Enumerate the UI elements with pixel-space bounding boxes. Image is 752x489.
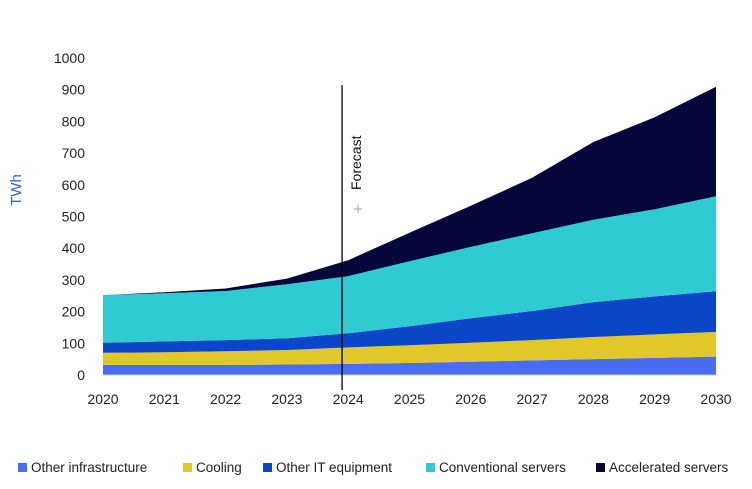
y-tick-label: 200	[62, 304, 86, 320]
x-tick-label: 2030	[700, 391, 731, 407]
x-tick-label: 2027	[517, 391, 548, 407]
legend-item-accelerated-servers: Accelerated servers	[596, 460, 729, 475]
legend-swatch	[596, 463, 605, 472]
x-tick-label: 2026	[455, 391, 486, 407]
legend-swatch	[18, 463, 27, 472]
y-tick-label: 100	[62, 335, 86, 351]
y-tick-label: 400	[62, 240, 86, 256]
legend-label: Other IT equipment	[276, 460, 392, 475]
x-tick-label: 2022	[210, 391, 241, 407]
area-accelerated-servers	[103, 86, 716, 296]
legend-label: Accelerated servers	[609, 460, 729, 475]
legend: Other infrastructure Cooling Other IT equi…	[18, 460, 729, 475]
y-tick-label: 700	[62, 145, 86, 161]
y-tick-label: 800	[62, 113, 86, 129]
areas-layer	[103, 86, 716, 375]
legend-item-other-infrastructure: Other infrastructure	[18, 460, 147, 475]
x-tick-label: 2023	[271, 391, 302, 407]
legend-item-cooling: Cooling	[183, 460, 242, 475]
y-tick-label: 600	[62, 177, 86, 193]
x-tick-label: 2021	[149, 391, 180, 407]
legend-swatch	[263, 463, 272, 472]
y-tick-label: 300	[62, 272, 86, 288]
annotation-layer: Forecast	[341, 85, 364, 390]
legend-label: Conventional servers	[439, 460, 566, 475]
x-tick-label: 2024	[333, 391, 364, 407]
plus-marker-icon	[354, 205, 363, 213]
area-cooling	[103, 331, 716, 365]
x-tick-label: 2025	[394, 391, 425, 407]
x-tick-label: 2028	[578, 391, 609, 407]
area-conventional-servers	[103, 196, 716, 343]
legend-label: Other infrastructure	[31, 460, 147, 475]
legend-swatch	[426, 463, 435, 472]
legend-swatch	[183, 463, 192, 472]
legend-label: Cooling	[196, 460, 242, 475]
x-tick-label: 2020	[87, 391, 118, 407]
axis-layer: 0 100 200 300 400 500 600 700 800 900 1000 2020 2021…	[8, 50, 732, 407]
y-tick-label: 1000	[54, 50, 85, 66]
y-tick-label: 0	[77, 367, 85, 383]
y-axis-label: TWh	[8, 174, 25, 206]
area-other-infrastructure	[103, 356, 716, 375]
area-other-it-equipment	[103, 291, 716, 353]
x-tick-label: 2029	[639, 391, 670, 407]
y-tick-label: 500	[62, 209, 86, 225]
legend-item-conventional-servers: Conventional servers	[426, 460, 566, 475]
legend-item-other-it-equipment: Other IT equipment	[263, 460, 392, 475]
forecast-label: Forecast	[348, 135, 364, 190]
y-tick-label: 900	[62, 82, 86, 98]
